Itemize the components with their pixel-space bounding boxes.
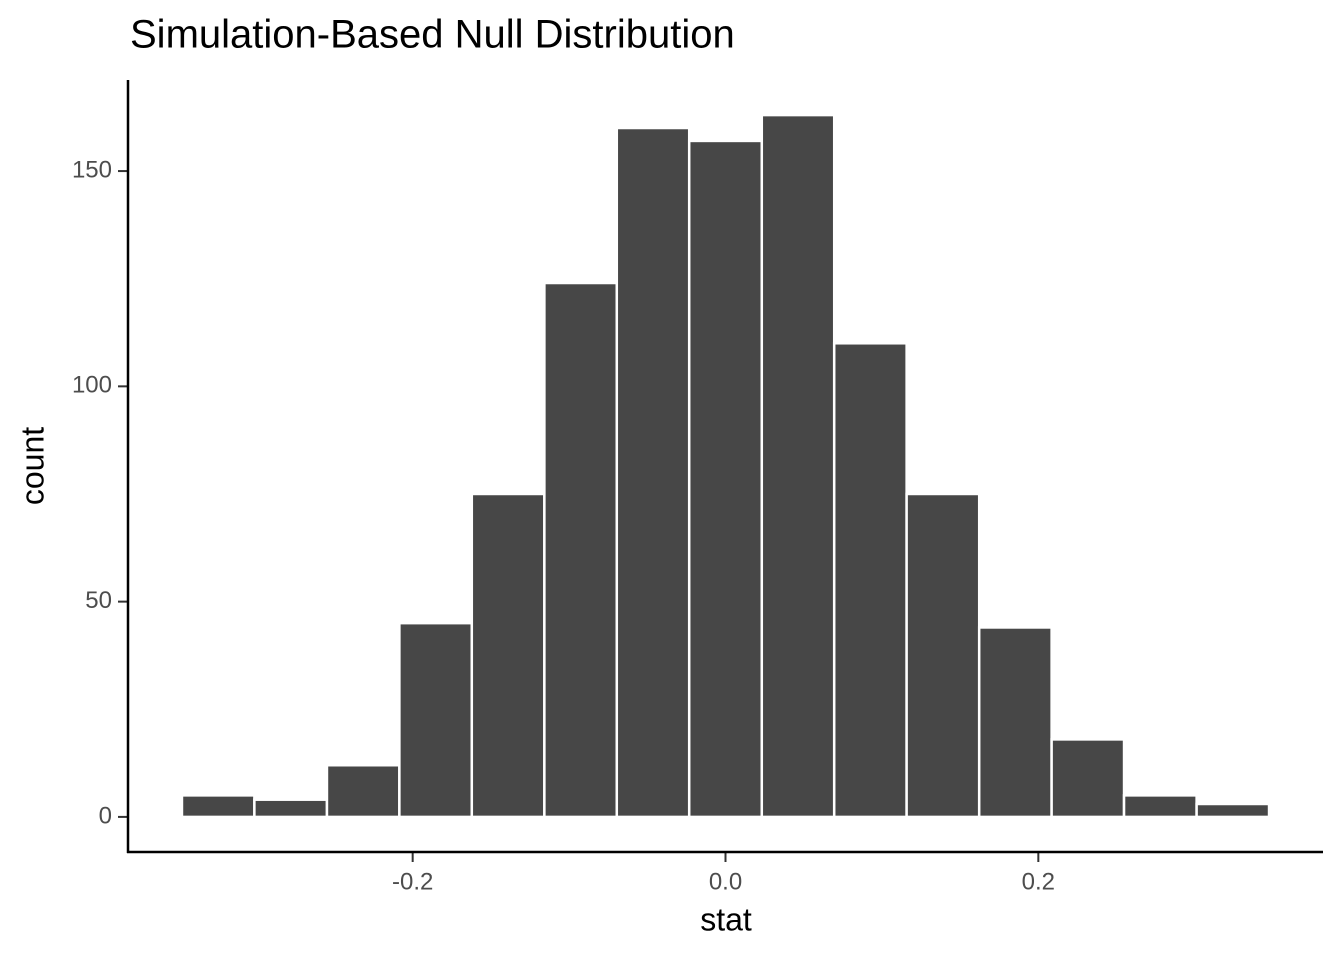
bar (615, 126, 691, 819)
y-axis-title: count (14, 427, 50, 505)
y-tick-label: 100 (72, 372, 112, 399)
x-tick-label: -0.2 (392, 868, 433, 895)
bar (1195, 802, 1271, 819)
bar (760, 113, 836, 819)
bar (977, 626, 1053, 819)
x-tick-label: 0.2 (1022, 868, 1055, 895)
y-tick-label: 0 (99, 802, 112, 829)
bar (180, 794, 256, 819)
bar (905, 492, 981, 819)
bar (470, 492, 546, 819)
y-tick-label: 150 (72, 156, 112, 183)
bar (687, 139, 764, 819)
bar (543, 281, 619, 819)
bar (398, 621, 474, 819)
y-tick-label: 50 (85, 587, 112, 614)
bar (1122, 794, 1198, 819)
bar (325, 763, 401, 819)
bar (1050, 738, 1126, 819)
x-tick-label: 0.0 (709, 868, 742, 895)
chart-title: Simulation-Based Null Distribution (130, 13, 735, 57)
bar (832, 342, 908, 819)
bar (253, 798, 329, 819)
x-axis-title: stat (700, 901, 752, 937)
